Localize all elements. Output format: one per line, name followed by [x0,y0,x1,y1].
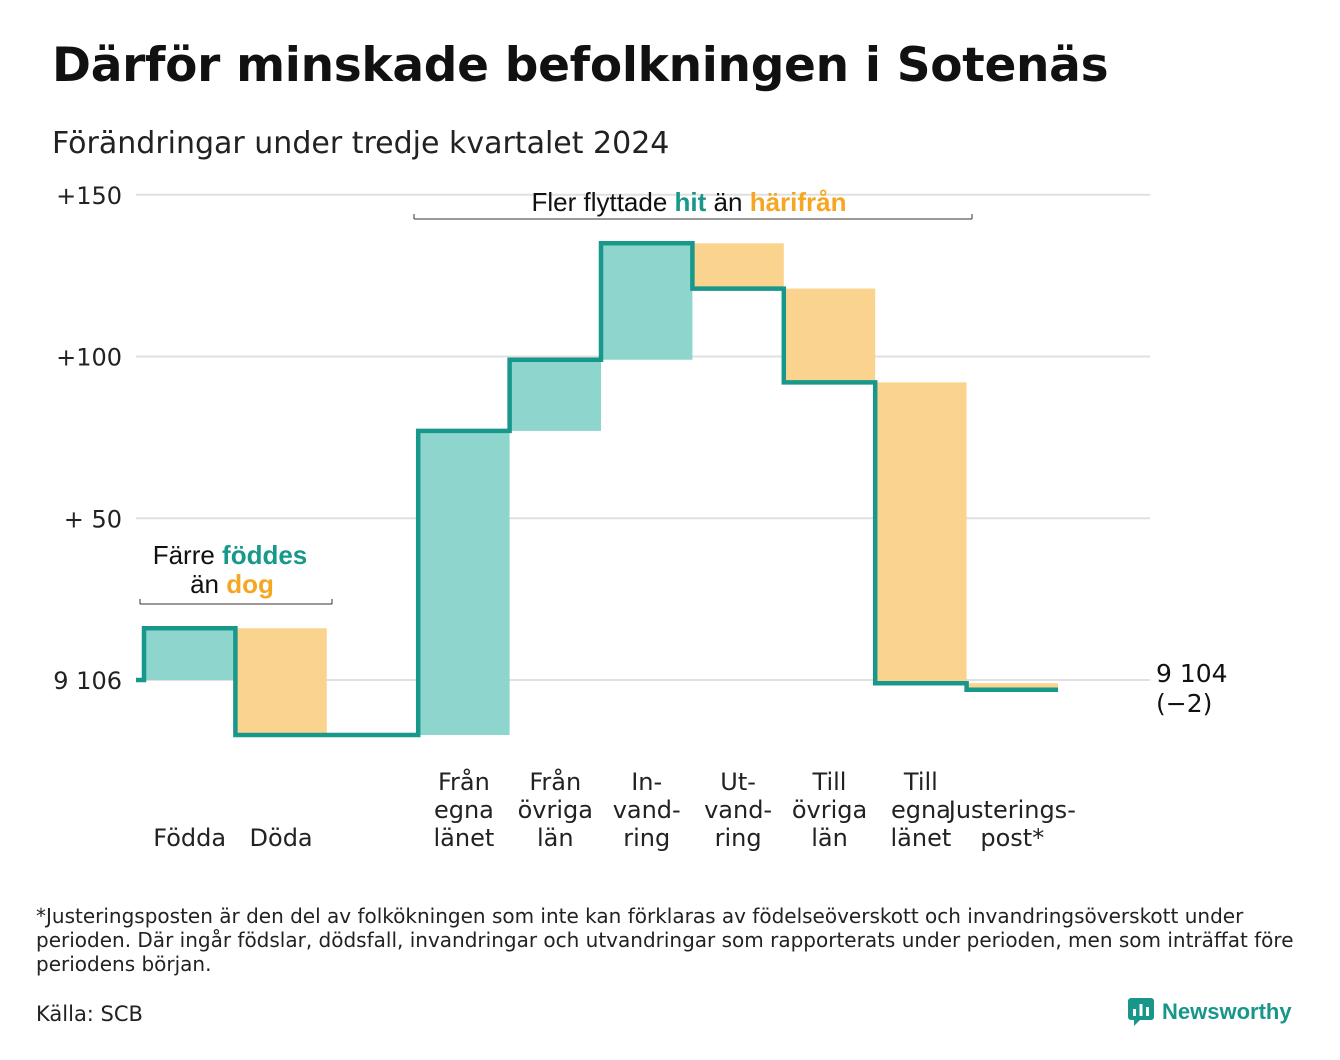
cumulative-step-line [136,241,1058,738]
x-category-label: län [537,824,574,852]
x-category-label: post* [980,824,1044,852]
waterfall-bar [692,243,784,289]
x-category-label: Döda [250,824,313,852]
x-category-label: Justerings- [947,796,1076,824]
brand[interactable]: Newsworthy [1128,998,1292,1026]
end-change-label: (−2) [1156,689,1212,718]
x-category-label: övriga [518,796,593,824]
waterfall-bar [783,288,876,383]
chart-title: Därför minskade befolkningen i Sotenäs [52,38,1109,93]
waterfall-bar [235,628,327,735]
source-label: Källa: SCB [36,1002,143,1026]
waterfall-bar [509,359,601,431]
x-category-label: vand- [613,796,681,824]
x-category-label: In- [631,768,662,796]
birth-annotation-hl2: dog [226,569,274,599]
y-tick-label: +150 [56,182,122,210]
y-tick-label: + 50 [64,505,122,533]
y-tick-label: 9 106 [53,667,122,695]
x-category-label: egna [434,796,494,824]
migration-annotation-hl1: hit [675,187,707,217]
footnote: *Justeringsposten är den del av folkökni… [36,904,1294,976]
x-category-label: Födda [153,824,226,852]
y-tick-label: +100 [56,344,122,372]
x-category-label: ring [623,824,670,852]
x-category-label: länet [434,824,495,852]
brand-name: Newsworthy [1162,999,1292,1024]
x-category-label: Ut- [720,768,756,796]
birth-annotation-line2: än dog [190,569,274,599]
newsworthy-logo-icon [1128,998,1154,1026]
x-category-label: övriga [792,796,867,824]
x-category-label: egna [891,796,951,824]
waterfall-bar [875,382,967,684]
x-category-label: Från [438,767,490,796]
x-category-label: län [811,824,848,852]
x-category-label: vand- [704,796,772,824]
waterfall-bar [966,683,1058,690]
chart-subtitle: Förändringar under tredje kvartalet 2024 [52,126,670,161]
migration-annotation-hl2: härifrån [750,187,847,217]
end-value-label: 9 104 [1156,659,1228,688]
x-category-label: Från [529,767,581,796]
x-category-label: länet [891,824,952,852]
birth-annotation-line1: Färre föddes [153,540,308,570]
waterfall-bar [144,628,236,680]
migration-annotation: Fler flyttade hit än härifrån [531,187,846,217]
waterfall-bar [601,243,693,360]
x-category-label: Till [903,768,938,796]
x-category-label: Till [812,768,847,796]
x-category-label: ring [715,824,762,852]
waterfall-bar [418,430,510,735]
birth-annotation-hl1: föddes [222,540,307,570]
